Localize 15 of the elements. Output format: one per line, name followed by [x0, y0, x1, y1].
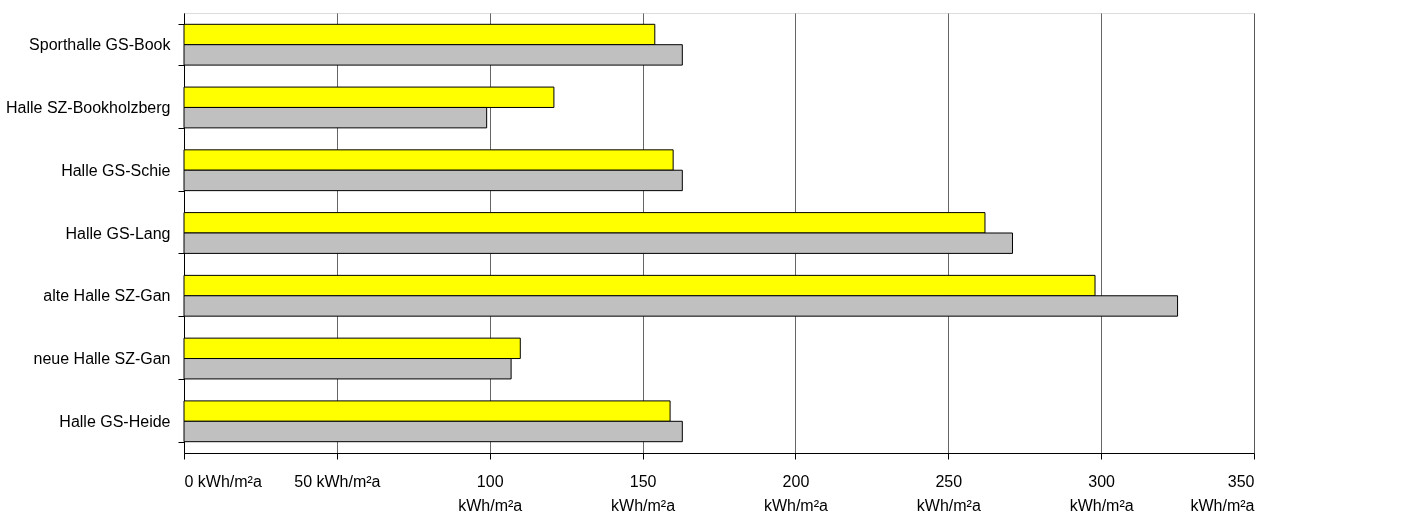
x-tick-label: 100 kWh/m²a [458, 472, 523, 514]
x-tick-label: 150 kWh/m²a [611, 472, 676, 514]
y-tick-label: Sporthalle GS-Book [29, 36, 172, 54]
y-tick-label: Halle GS-Heide [59, 412, 171, 430]
y-tick-label: alte Halle SZ-Gan [43, 287, 171, 305]
y-tick-label: Halle SZ-Bookholzberg [5, 98, 171, 116]
y-tick-label: Halle GS-Lang [65, 224, 171, 242]
y-tick-label: neue Halle SZ-Gan [33, 350, 171, 368]
x-tick-label: 250 kWh/m²a [916, 472, 981, 514]
x-tick-label: 200 kWh/m²a [763, 472, 829, 514]
x-tick-label: 300 kWh/m²a [1069, 472, 1134, 514]
y-tick-label: Halle GS-Schie [61, 161, 171, 179]
x-tick-label: 350 kWh/m²a [1190, 472, 1255, 514]
x-tick-label: 0 kWh/m²a [184, 472, 262, 490]
x-tick-label: 50 kWh/m²a [294, 472, 381, 490]
